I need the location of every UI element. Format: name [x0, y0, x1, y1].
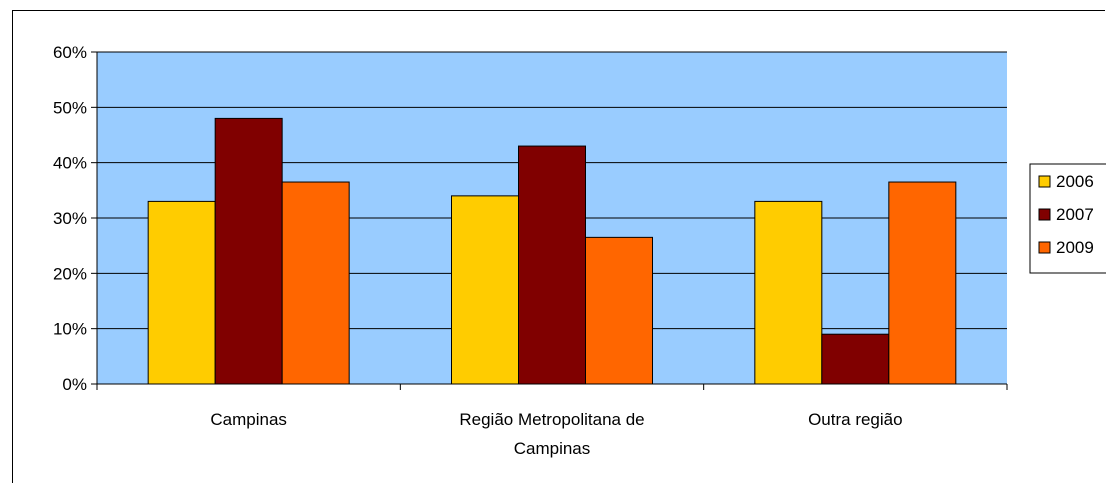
bar-2009	[281, 181, 350, 385]
legend: 2006 2007 2009	[1029, 163, 1106, 274]
y-tick-label: 0%	[62, 375, 87, 394]
bar-2006	[147, 200, 216, 385]
legend-label-2007: 2007	[1056, 205, 1094, 224]
bar-2006	[754, 200, 823, 385]
y-tick-label: 30%	[53, 209, 87, 228]
bars	[147, 117, 957, 385]
legend-swatch-2009	[1038, 241, 1051, 254]
y-tick-label: 60%	[53, 43, 87, 62]
category-label: Região Metropolitana de	[459, 410, 644, 429]
y-tick-label: 10%	[53, 320, 87, 339]
y-tick-label: 50%	[53, 98, 87, 117]
bar-2009	[888, 181, 957, 385]
y-tick-label: 20%	[53, 264, 87, 283]
category-label: Outra região	[808, 410, 903, 429]
bar-2009	[585, 236, 653, 385]
axes: 0% 10% 20% 30% 40% 50% 60% Campinas Região Metro…	[53, 43, 1008, 458]
legend-label-2006: 2006	[1056, 172, 1094, 191]
y-tick-label: 40%	[53, 154, 87, 173]
legend-label-2009: 2009	[1056, 238, 1094, 257]
bar-2006	[451, 195, 519, 385]
bar-2007	[518, 145, 586, 385]
legend-swatch-2007	[1038, 208, 1051, 221]
category-label: Campinas	[514, 439, 591, 458]
bar-2007	[214, 117, 283, 385]
category-label: Campinas	[210, 410, 287, 429]
bar-2007	[821, 333, 890, 385]
legend-swatch-2006	[1038, 175, 1051, 188]
